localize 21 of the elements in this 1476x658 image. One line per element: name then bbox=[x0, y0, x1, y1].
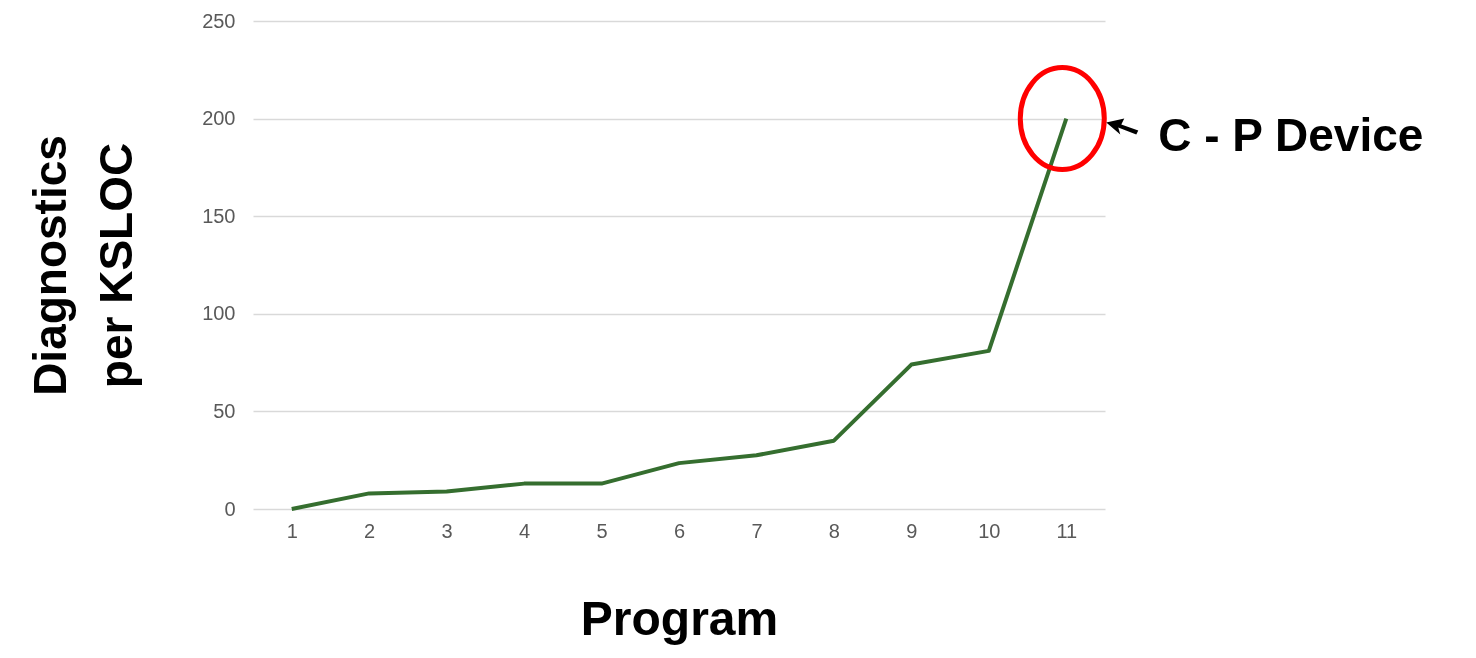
y-tick-label: 250 bbox=[202, 9, 236, 32]
x-tick-label: 2 bbox=[364, 519, 376, 542]
x-tick-label: 10 bbox=[978, 519, 1001, 542]
x-tick-label: 6 bbox=[673, 519, 686, 542]
x-axis-title: Program bbox=[580, 591, 779, 645]
y-axis-title: Diagnostics per KSLOC bbox=[24, 135, 143, 396]
y-tick-label: 50 bbox=[213, 399, 236, 422]
x-tick-label: 5 bbox=[596, 519, 608, 542]
y-tick-label: 0 bbox=[224, 497, 236, 520]
x-tick-label: 9 bbox=[906, 519, 918, 542]
x-tick-label: 7 bbox=[751, 519, 763, 542]
y-tick-label: 100 bbox=[202, 302, 236, 325]
x-tick-label: 11 bbox=[1056, 519, 1078, 542]
x-tick-label: 4 bbox=[519, 519, 531, 542]
y-tick-label: 200 bbox=[202, 107, 236, 130]
y-tick-label: 150 bbox=[202, 204, 236, 227]
x-tick-label: 1 bbox=[286, 519, 298, 542]
x-tick-label: 8 bbox=[828, 519, 840, 542]
annotation: C - P Device bbox=[1158, 108, 1424, 161]
line-series bbox=[289, 116, 1069, 511]
x-tick-label: 3 bbox=[441, 519, 453, 542]
